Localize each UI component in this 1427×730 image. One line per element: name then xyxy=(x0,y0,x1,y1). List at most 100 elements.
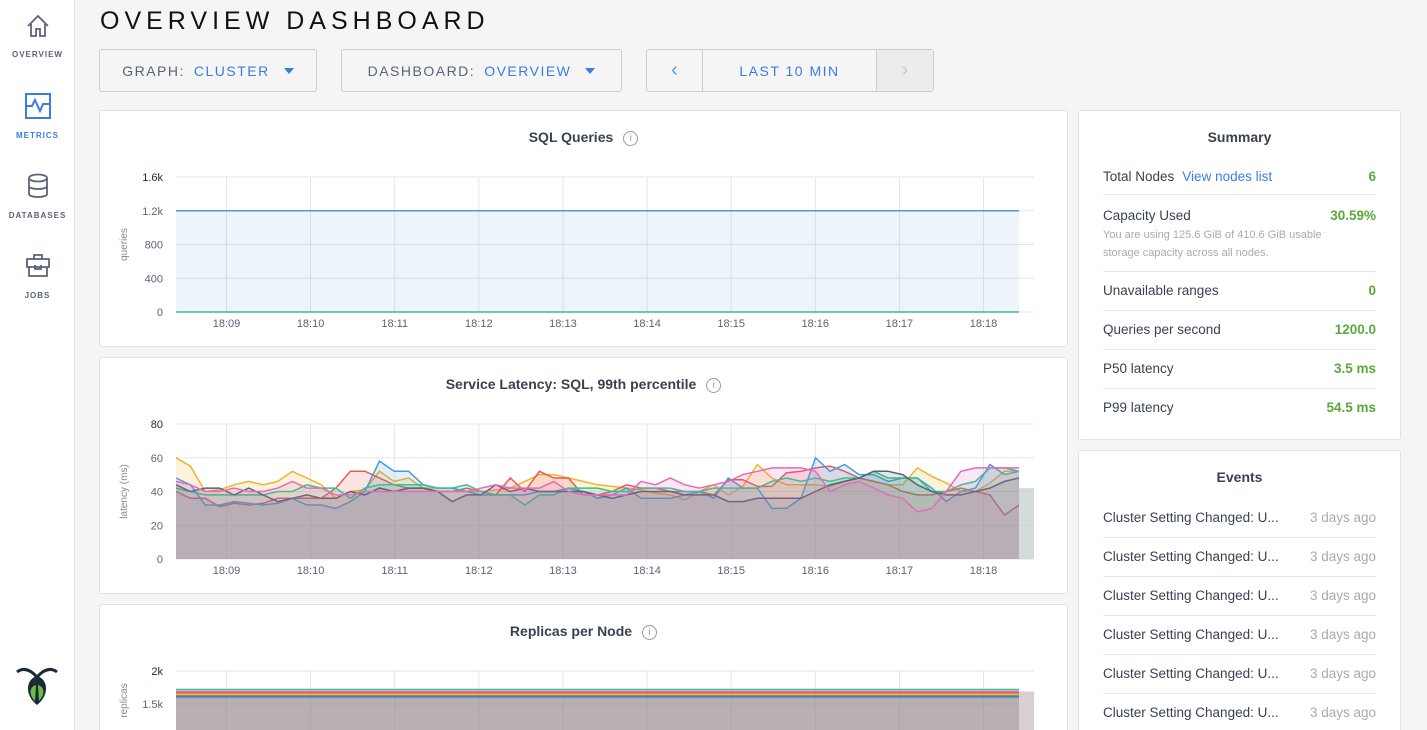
series-area xyxy=(176,696,1019,730)
x-tick-label: 18:12 xyxy=(465,318,493,330)
latency-chart: 0 20 40 60 80 18:09 18:10 18:11 18:12 18:13 18:14 1… xyxy=(119,419,1034,577)
series-area xyxy=(176,691,1019,730)
x-tick-label: 18:09 xyxy=(213,318,241,330)
info-icon[interactable]: i xyxy=(642,625,658,640)
value: 3.5 ms xyxy=(1333,361,1376,376)
x-tick-label: 18:09 xyxy=(213,565,241,577)
series-line xyxy=(175,467,1020,506)
y-tick-label: 800 xyxy=(145,240,163,252)
sidebar-item-label: JOBS xyxy=(24,291,51,300)
y-tick-label: 2k xyxy=(151,666,163,678)
series-area xyxy=(176,697,1019,730)
sql-queries-panel: SQL Queries i 0 400 800 1.2k 1.6k 18:09 18:10 18… xyxy=(99,110,1068,347)
page-title: OVERVIEW DASHBOARD xyxy=(100,7,490,35)
summary-p99: P99 latency 54.5 ms xyxy=(1103,400,1376,415)
event-time: 3 days ago xyxy=(1309,549,1376,564)
series-area xyxy=(176,689,1019,730)
summary-panel: Summary Total Nodes View nodes list 6 Capa… xyxy=(1078,110,1401,440)
event-item[interactable]: Cluster Setting Changed: U... 3 days ago xyxy=(1103,588,1376,603)
y-tick-label: 40 xyxy=(151,487,163,499)
y-tick-label: 1.5k xyxy=(142,699,163,711)
latency-panel: Service Latency: SQL, 99th percentile i 0… xyxy=(99,357,1068,594)
time-prev-button[interactable]: ‹ xyxy=(647,50,703,91)
summary-capacity: Capacity Used 30.59% You are using 125.6 G… xyxy=(1103,208,1376,262)
value: 54.5 ms xyxy=(1326,400,1376,415)
caret-down-icon xyxy=(585,67,596,74)
label: Total Nodes xyxy=(1103,169,1175,184)
value: 6 xyxy=(1368,169,1376,184)
cockroach-logo[interactable] xyxy=(14,665,60,709)
x-tick-label: 18:15 xyxy=(717,318,745,330)
sidebar: OVERVIEW METRICS DATABASES JOBS xyxy=(0,0,75,730)
home-icon xyxy=(26,14,49,37)
series-area-tail xyxy=(1019,488,1034,559)
view-nodes-link[interactable]: View nodes list xyxy=(1182,169,1273,184)
y-tick-label: 80 xyxy=(151,419,163,431)
series-area xyxy=(176,694,1019,730)
dashboard-label: DASHBOARD: xyxy=(367,62,476,79)
event-text: Cluster Setting Changed: U... xyxy=(1103,510,1279,525)
chart-title: Replicas per Node i xyxy=(100,623,1067,640)
event-time: 3 days ago xyxy=(1309,666,1376,681)
series-area xyxy=(176,471,1019,559)
y-axis-label: replicas xyxy=(119,683,130,717)
series-area xyxy=(176,467,1019,559)
event-item[interactable]: Cluster Setting Changed: U... 3 days ago xyxy=(1103,510,1376,525)
sidebar-item-overview[interactable]: OVERVIEW xyxy=(0,14,75,62)
sidebar-item-jobs[interactable]: JOBS xyxy=(0,253,75,303)
info-icon[interactable]: i xyxy=(623,131,639,146)
y-tick-label: 1.6k xyxy=(142,172,163,184)
graph-label: GRAPH: xyxy=(122,62,185,79)
info-icon[interactable]: i xyxy=(706,378,722,393)
sidebar-item-label: METRICS xyxy=(16,131,59,140)
chart-title-text: SQL Queries xyxy=(528,129,614,145)
x-tick-label: 18:18 xyxy=(970,565,998,577)
capacity-note: You are using 125.6 GiB of 410.6 GiB usa… xyxy=(1103,229,1322,259)
briefcase-icon xyxy=(25,254,50,277)
graph-dropdown[interactable]: GRAPH: CLUSTER xyxy=(99,49,317,92)
x-tick-label: 18:12 xyxy=(465,565,493,577)
event-item[interactable]: Cluster Setting Changed: U... 3 days ago xyxy=(1103,549,1376,564)
x-tick-label: 18:16 xyxy=(802,565,830,577)
event-time: 3 days ago xyxy=(1309,627,1376,642)
y-tick-label: 400 xyxy=(145,273,163,285)
x-tick-label: 18:17 xyxy=(886,565,914,577)
y-tick-label: 60 xyxy=(151,453,163,465)
value: 0 xyxy=(1368,283,1376,298)
value: 1200.0 xyxy=(1334,322,1376,337)
event-item[interactable]: Cluster Setting Changed: U... 3 days ago xyxy=(1103,705,1376,720)
dashboard-dropdown[interactable]: DASHBOARD: OVERVIEW xyxy=(341,49,622,92)
event-time: 3 days ago xyxy=(1309,510,1376,525)
label: Capacity Used xyxy=(1103,208,1191,223)
event-text: Cluster Setting Changed: U... xyxy=(1103,588,1279,603)
x-tick-label: 18:18 xyxy=(970,318,998,330)
summary-p50: P50 latency 3.5 ms xyxy=(1103,361,1376,376)
series-line xyxy=(175,467,1019,513)
metrics-icon xyxy=(24,93,51,119)
summary-qps: Queries per second 1200.0 xyxy=(1103,322,1376,337)
time-next-button[interactable]: › xyxy=(877,50,933,91)
sidebar-item-databases[interactable]: DATABASES xyxy=(0,173,75,223)
y-tick-label: 20 xyxy=(151,520,163,532)
series-area xyxy=(176,692,1019,730)
x-tick-label: 18:13 xyxy=(549,318,577,330)
replicas-panel: Replicas per Node i 1.5k 2k replicas xyxy=(99,604,1068,730)
event-item[interactable]: Cluster Setting Changed: U... 3 days ago xyxy=(1103,666,1376,681)
x-tick-label: 18:14 xyxy=(633,318,661,330)
event-text: Cluster Setting Changed: U... xyxy=(1103,705,1279,720)
y-axis-label: latency (ms) xyxy=(119,464,130,518)
summary-total-nodes: Total Nodes View nodes list 6 xyxy=(1103,169,1376,184)
y-tick-label: 0 xyxy=(157,554,163,566)
summary-title: Summary xyxy=(1207,129,1272,145)
series-area xyxy=(176,457,1019,559)
x-tick-label: 18:15 xyxy=(717,565,745,577)
label: P99 latency xyxy=(1103,400,1174,415)
sidebar-item-label: OVERVIEW xyxy=(12,50,63,59)
event-time: 3 days ago xyxy=(1309,705,1376,720)
label: Unavailable ranges xyxy=(1103,283,1219,298)
event-item[interactable]: Cluster Setting Changed: U... 3 days ago xyxy=(1103,627,1376,642)
database-icon xyxy=(27,173,48,198)
sidebar-item-metrics[interactable]: METRICS xyxy=(0,93,75,143)
chart-title: Service Latency: SQL, 99th percentile i xyxy=(100,376,1067,393)
time-range-selector[interactable]: LAST 10 MIN xyxy=(703,50,877,91)
